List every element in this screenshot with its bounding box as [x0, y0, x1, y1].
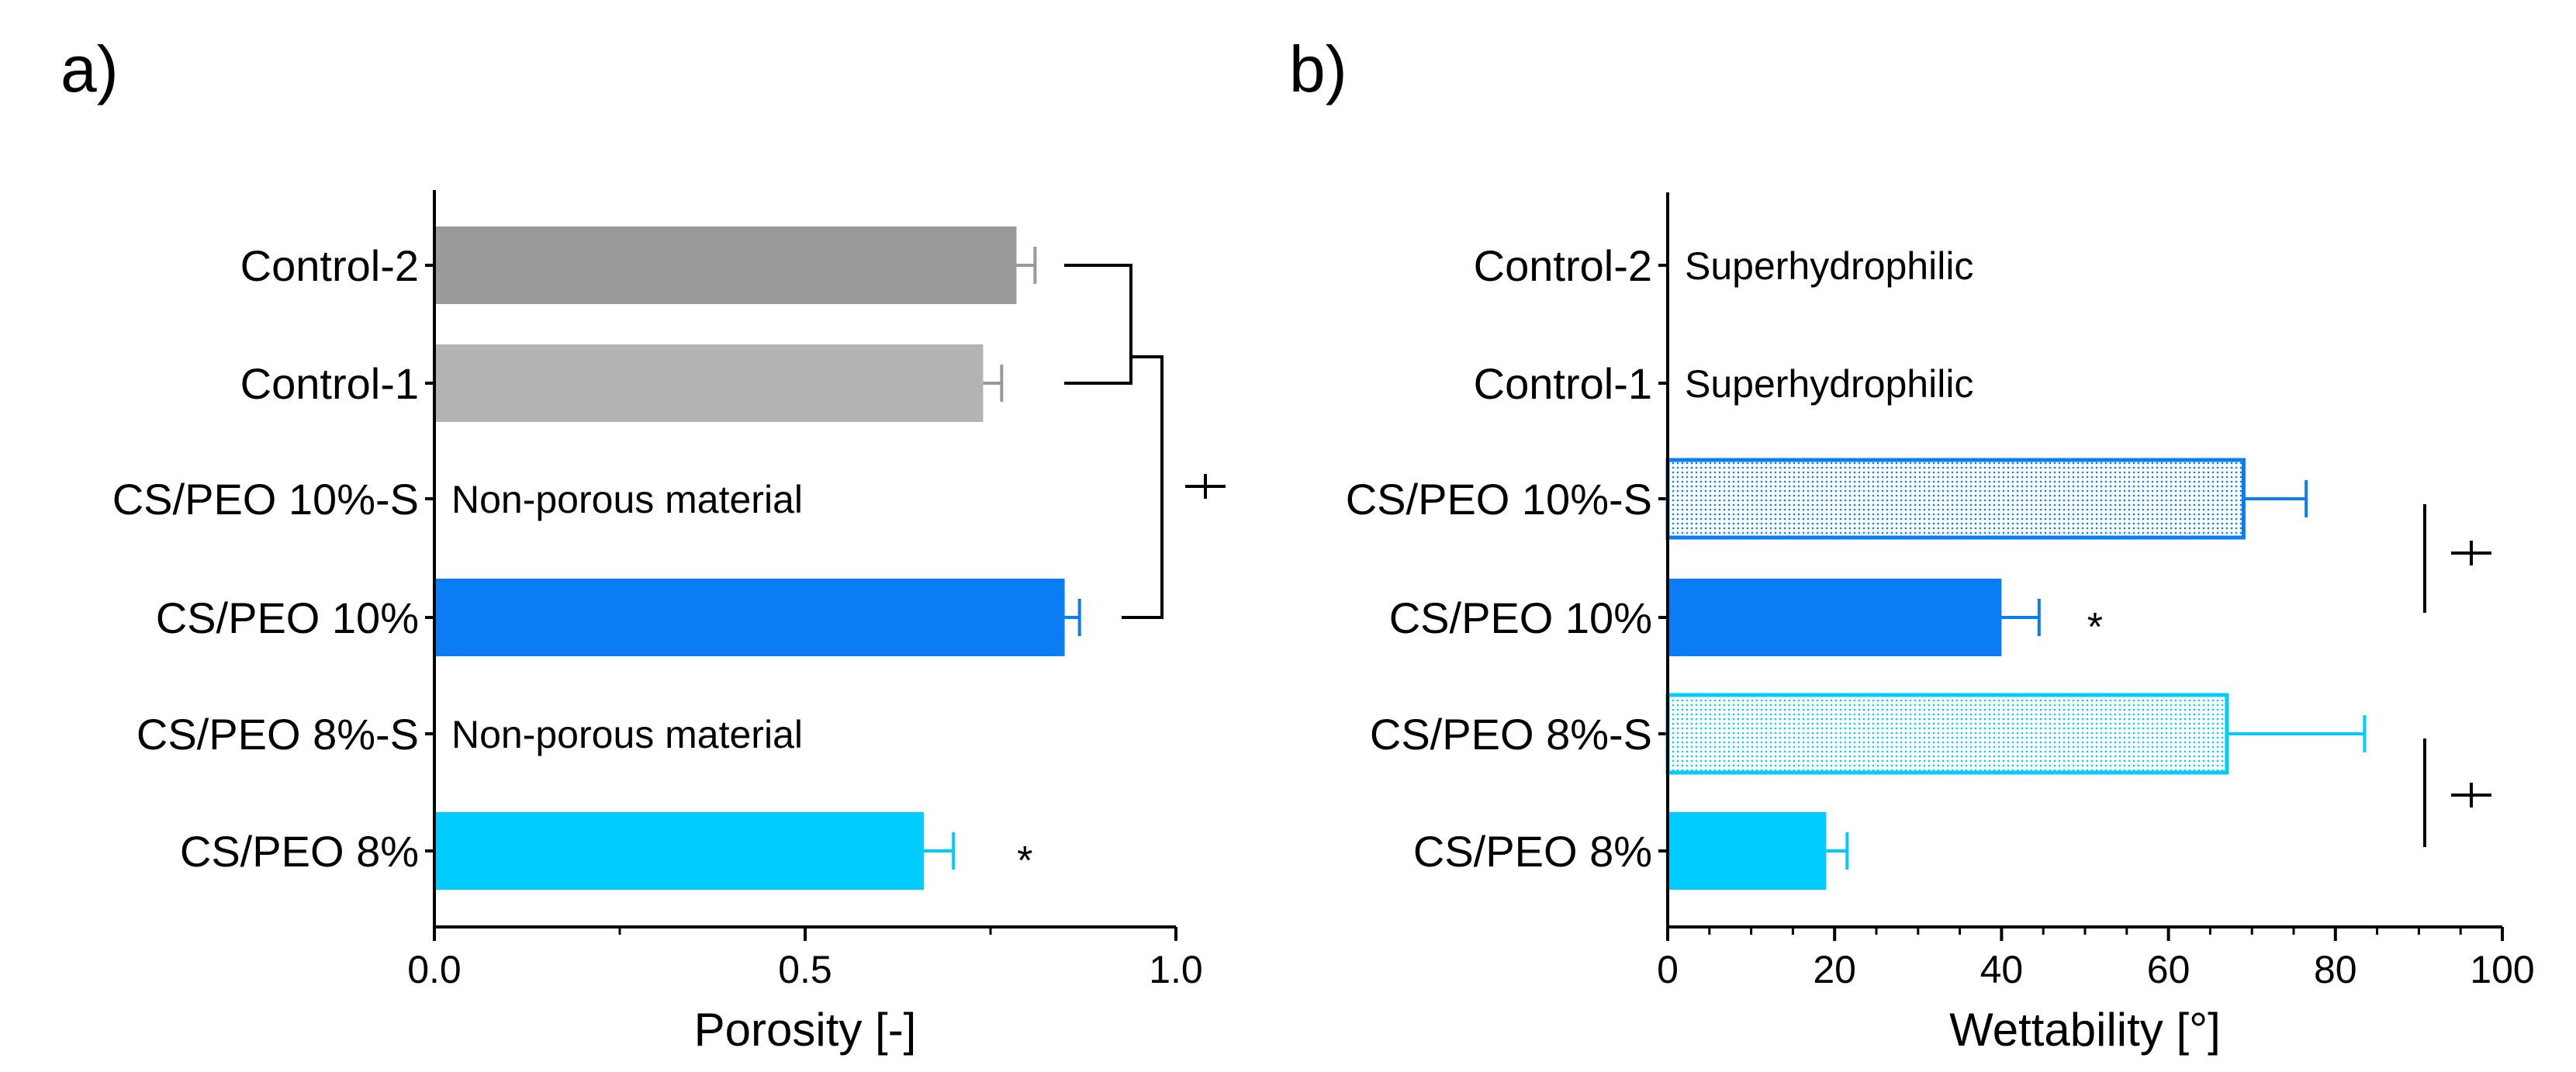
x-tick-label: 100	[2470, 948, 2534, 991]
category-label: CS/PEO 8%	[180, 827, 419, 876]
x-tick-label: 0.5	[778, 948, 832, 991]
category-label: CS/PEO 10%	[156, 593, 419, 642]
x-tick-label: 60	[2147, 948, 2190, 991]
x-tick-label: 20	[1813, 948, 1856, 991]
bar	[1665, 693, 2229, 775]
panel-b-x-axis-title: Wettability [°]	[1949, 1004, 2221, 1056]
category-label: Control-2	[1474, 241, 1652, 290]
bar	[434, 227, 1017, 304]
bar-note: Superhydrophilic	[1685, 362, 1973, 406]
x-tick-label: 40	[1980, 948, 2024, 991]
category-label: CS/PEO 8%	[1413, 827, 1652, 876]
category-label: CS/PEO 8%-S	[137, 710, 419, 759]
significance-star: *	[2087, 605, 2103, 650]
category-label: Control-1	[1474, 359, 1652, 408]
bar-note: Non-porous material	[451, 713, 803, 756]
category-label: CS/PEO 8%-S	[1370, 710, 1652, 759]
significance-star: *	[1017, 839, 1032, 884]
category-label: CS/PEO 10%-S	[1346, 475, 1652, 524]
x-tick-label: 80	[2314, 948, 2357, 991]
category-label: CS/PEO 10%-S	[112, 475, 419, 524]
bar	[434, 812, 924, 890]
x-tick-label: 0.0	[407, 948, 462, 991]
bar	[434, 344, 984, 422]
panel-a: a) 0.0 0.5 1.0 Control-2 Control-1 CS/PEO 10%…	[61, 33, 1226, 1056]
x-tick-label: 1.0	[1149, 948, 1203, 991]
x-tick-label: 0	[1657, 948, 1679, 991]
significance-bracket	[1122, 355, 1164, 619]
panel-a-x-axis-title: Porosity [-]	[694, 1004, 917, 1056]
bar	[1668, 812, 1827, 890]
panel-b-label: b)	[1289, 33, 1347, 105]
bar-note: Non-porous material	[451, 478, 803, 521]
bar-note: Superhydrophilic	[1685, 244, 1973, 288]
bar	[1668, 579, 2002, 656]
panel-b: b) 0 20 40 60 80 100 Control-2 Superhydrophilic…	[1289, 33, 2535, 1056]
significance-bracket	[1064, 264, 1132, 385]
panel-a-label: a)	[61, 33, 119, 105]
category-label: Control-2	[240, 241, 419, 290]
bar	[1665, 458, 2246, 540]
category-label: Control-1	[240, 359, 419, 408]
category-label: CS/PEO 10%	[1389, 593, 1652, 642]
bar	[434, 579, 1065, 656]
